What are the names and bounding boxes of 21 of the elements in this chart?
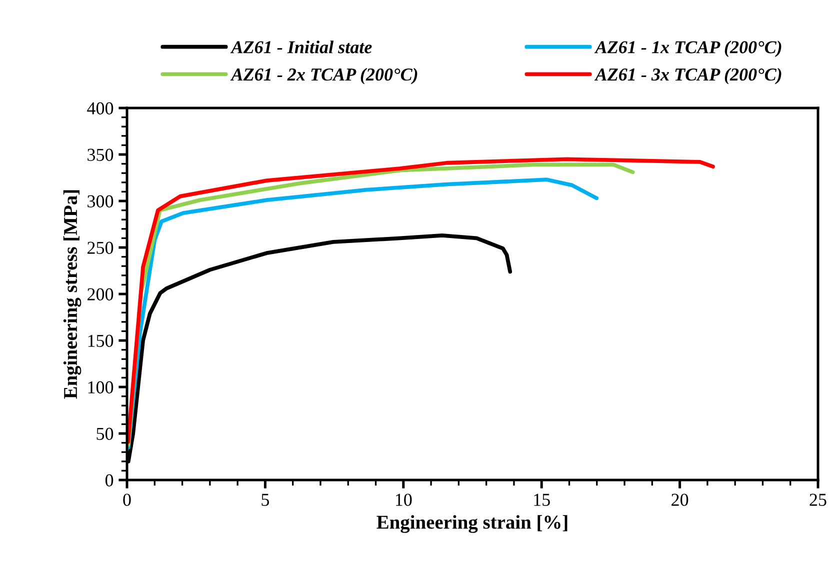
- x-tick-label: 5: [262, 494, 270, 506]
- y-tick-label: 150: [88, 334, 114, 347]
- y-tick-label: 350: [88, 148, 114, 161]
- y-tick-label: 0: [105, 474, 114, 486]
- y-tick-label: 300: [88, 195, 114, 208]
- x-axis-title: Engineering strain [%]: [376, 515, 568, 533]
- x-tick-label: 10: [396, 494, 412, 506]
- x-tick-label: 15: [534, 494, 550, 506]
- legend-label: AZ61 - 1x TCAP (200°C): [594, 40, 782, 57]
- y-axis-title: Engineering stress [MPa]: [63, 190, 82, 399]
- legend-label: AZ61 - 3x TCAP (200°C): [594, 68, 782, 84]
- y-tick-label: 50: [96, 428, 114, 440]
- legend-label: AZ61 - 2x TCAP (200°C): [230, 68, 418, 84]
- x-tick-label: 20: [672, 494, 688, 506]
- y-tick-label: 100: [88, 381, 114, 394]
- legend-label: AZ61 - Initial state: [230, 40, 372, 54]
- x-tick-label: 0: [123, 494, 131, 506]
- y-tick-label: 250: [88, 242, 114, 254]
- x-tick-label: 25: [810, 494, 826, 506]
- y-tick-label: 200: [88, 288, 114, 300]
- y-tick-label: 400: [87, 102, 114, 114]
